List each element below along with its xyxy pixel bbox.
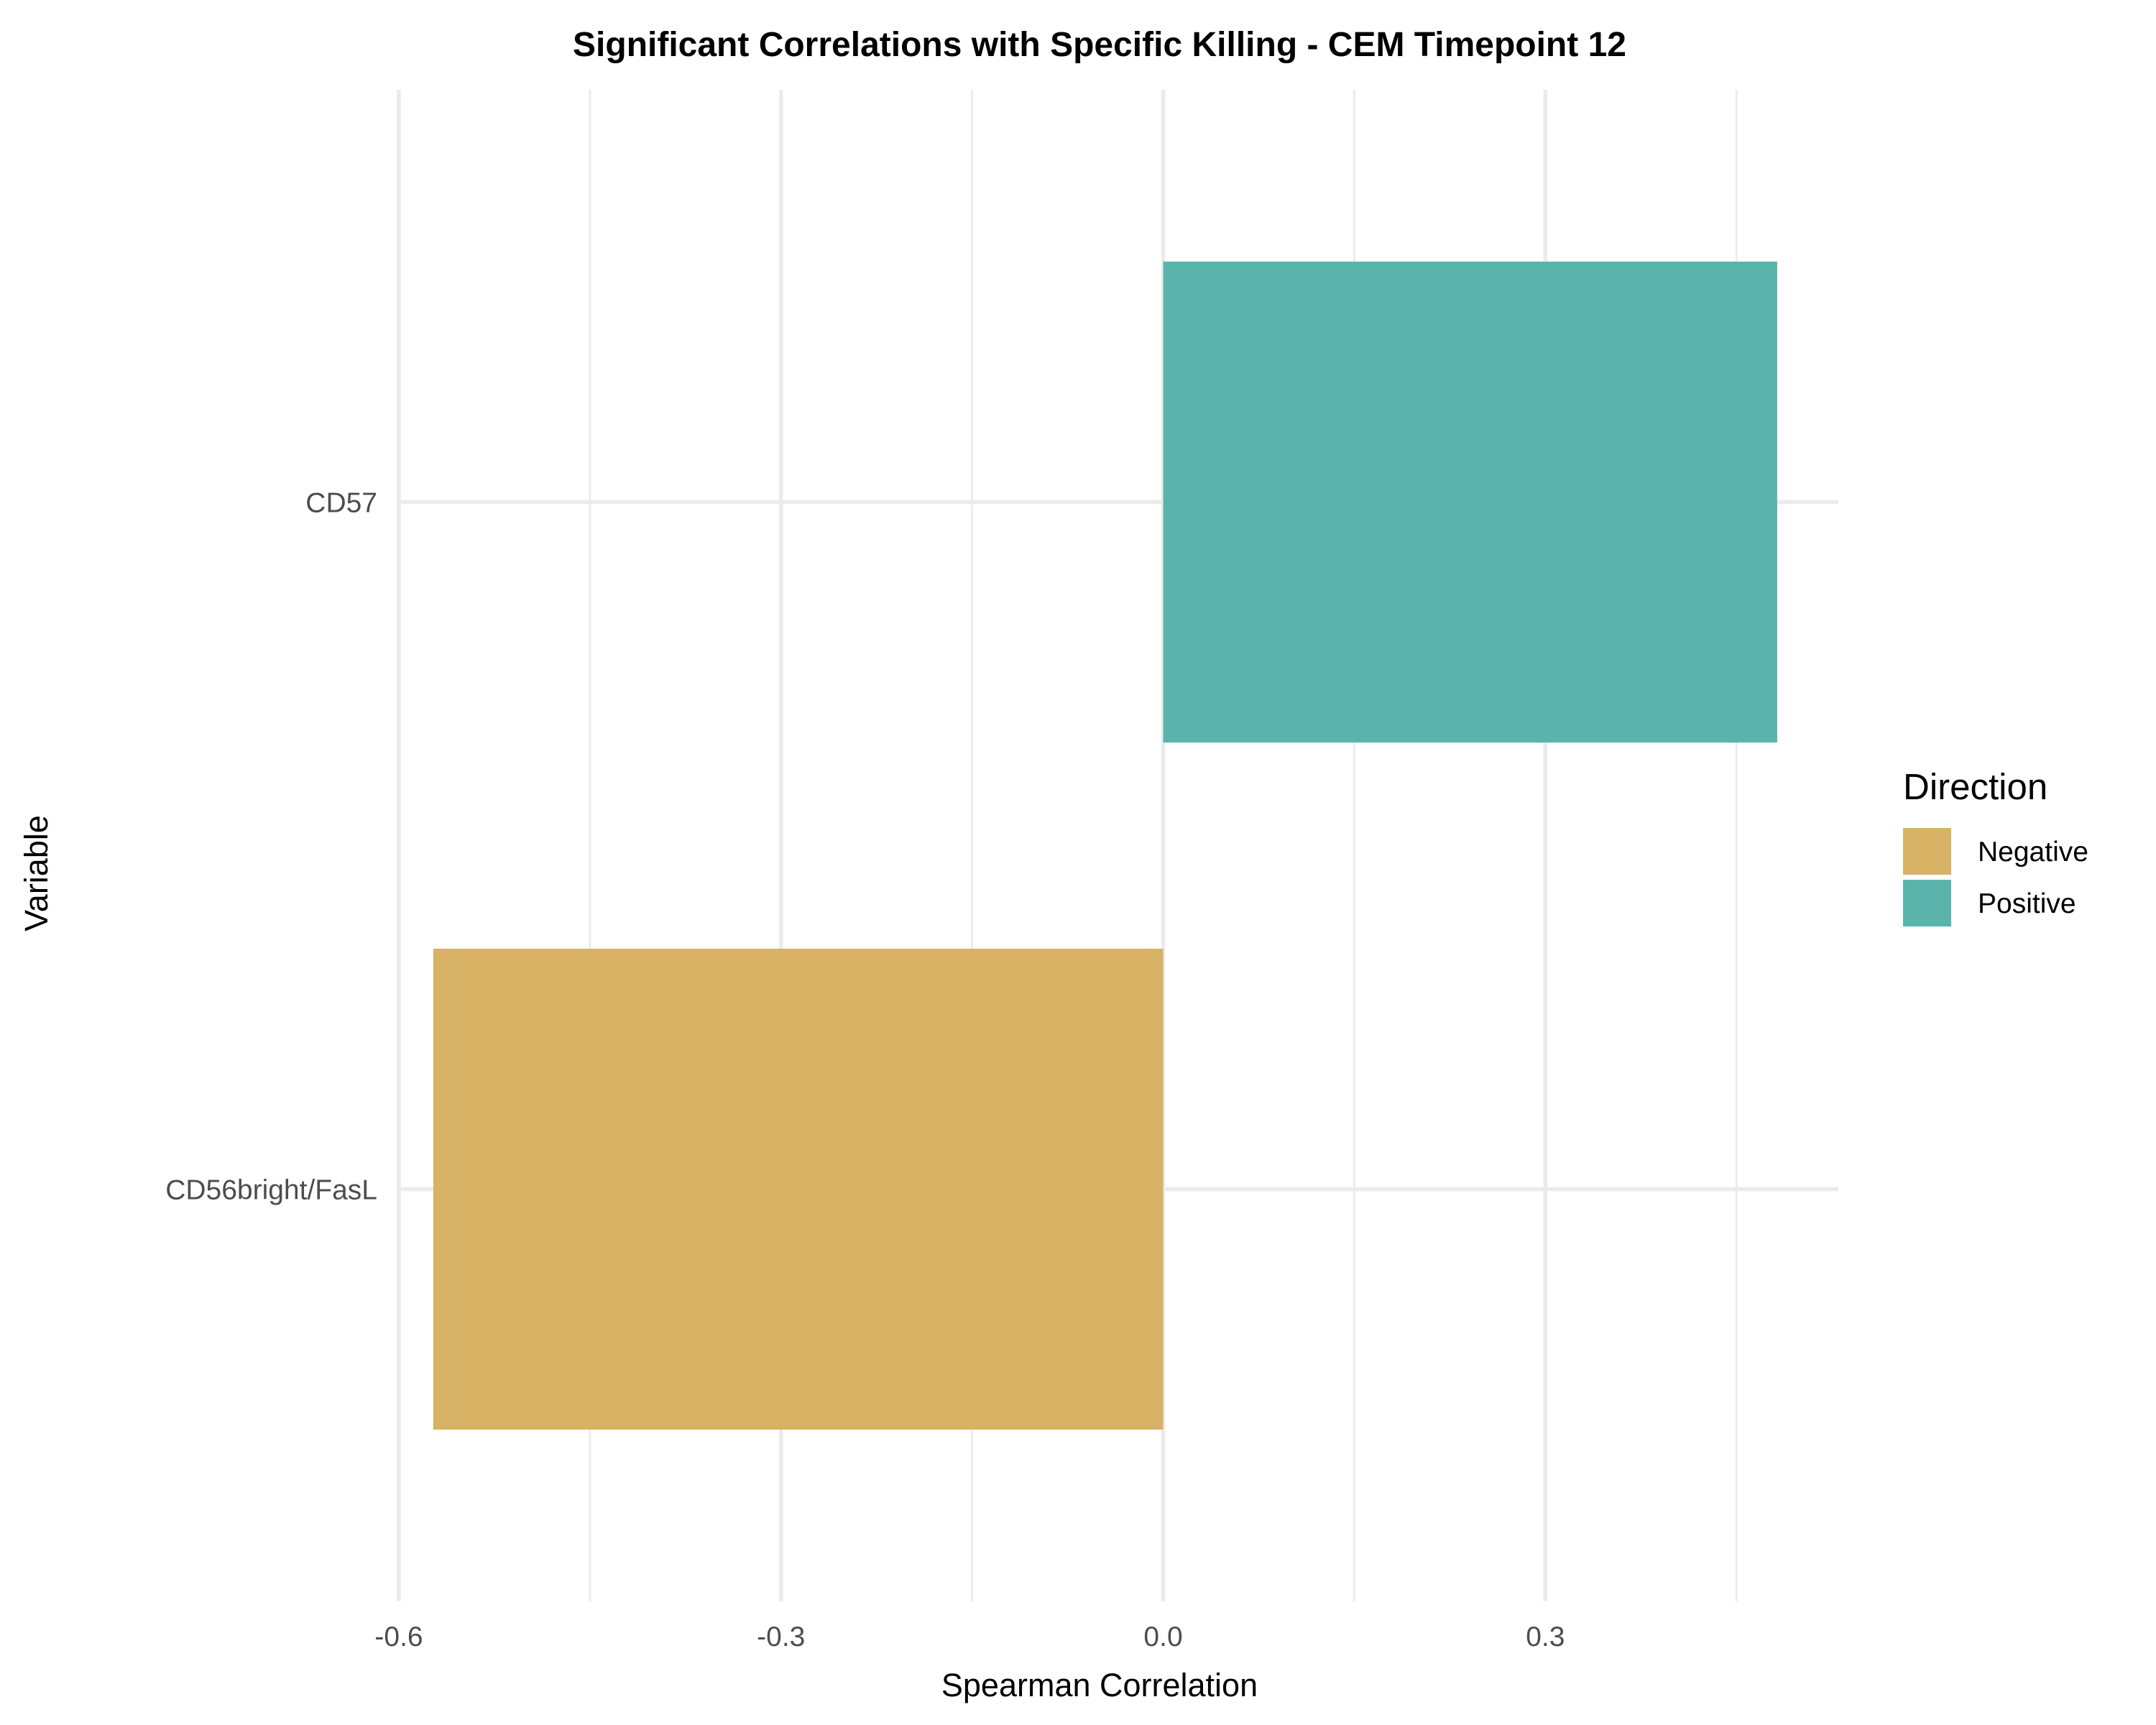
y-tick-label: CD57 (305, 488, 377, 519)
x-axis-title: Spearman Correlation (941, 1667, 1258, 1703)
x-tick-labels: -0.6 -0.3 0.0 0.3 (374, 1622, 1565, 1652)
x-tick-label: 0.3 (1526, 1622, 1565, 1652)
bar-cd56bright-fasl (433, 948, 1164, 1430)
legend-title: Direction (1903, 766, 2047, 807)
bars (433, 261, 1777, 1430)
x-tick-label: -0.3 (757, 1622, 805, 1652)
legend-entries: Negative Positive (1903, 828, 2088, 926)
chart-title: Significant Correlations with Specific K… (573, 26, 1626, 64)
legend-label: Negative (1978, 837, 2088, 868)
legend-label: Positive (1978, 888, 2076, 919)
legend-key-negative (1903, 828, 1951, 875)
x-tick-label: 0.0 (1143, 1622, 1182, 1652)
y-axis-title: Variable (18, 815, 55, 932)
y-tick-label: CD56bright/FasL (165, 1174, 377, 1205)
y-tick-labels: CD56bright/FasL CD57 (165, 488, 377, 1206)
legend-key-positive (1903, 880, 1951, 926)
legend: Direction Negative Positive (1903, 766, 2088, 926)
x-tick-label: -0.6 (374, 1622, 423, 1652)
bar-cd57 (1163, 261, 1777, 743)
